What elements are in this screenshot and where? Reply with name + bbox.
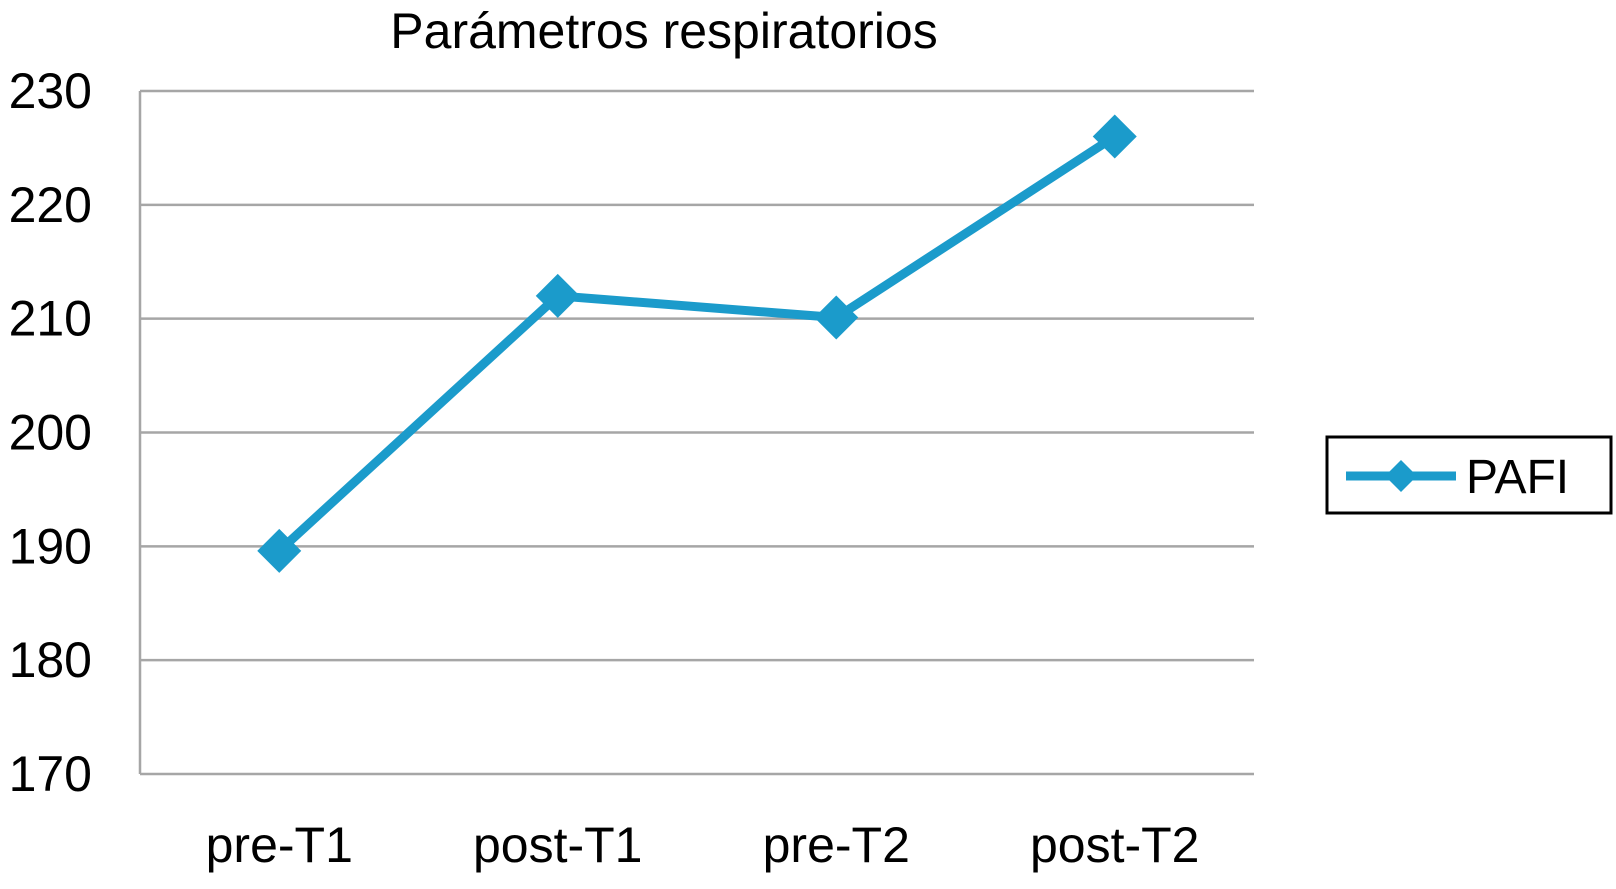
- gridlines: [138, 89, 1254, 776]
- legend: PAFI: [1325, 435, 1613, 515]
- y-tick-label: 180: [9, 632, 92, 688]
- data-point-pre-T1: [257, 528, 302, 573]
- y-tick-label: 220: [9, 177, 92, 233]
- legend-label-pafi: PAFI: [1466, 451, 1569, 504]
- chart-title: Parámetros respiratorios: [390, 3, 937, 59]
- y-axis-ticks: 170 180 190 200 210 220 230: [9, 63, 92, 802]
- x-axis-ticks: pre-T1 post-T1 pre-T2 post-T2: [206, 817, 1200, 873]
- y-tick-label: 230: [9, 63, 92, 119]
- legend-marker-diamond: [1385, 460, 1417, 492]
- series-pafi: [257, 114, 1137, 573]
- y-tick-label: 200: [9, 405, 92, 461]
- series-line: [276, 132, 1118, 555]
- x-tick-label: pre-T2: [763, 817, 910, 873]
- y-tick-label: 170: [9, 746, 92, 802]
- data-point-pre-T2: [814, 295, 859, 340]
- data-point-post-T2: [1092, 114, 1137, 159]
- x-tick-label: post-T2: [1030, 817, 1200, 873]
- data-point-post-T1: [535, 273, 580, 318]
- x-tick-label: pre-T1: [206, 817, 353, 873]
- x-tick-label: post-T1: [473, 817, 643, 873]
- y-tick-label: 210: [9, 291, 92, 347]
- y-tick-label: 190: [9, 518, 92, 574]
